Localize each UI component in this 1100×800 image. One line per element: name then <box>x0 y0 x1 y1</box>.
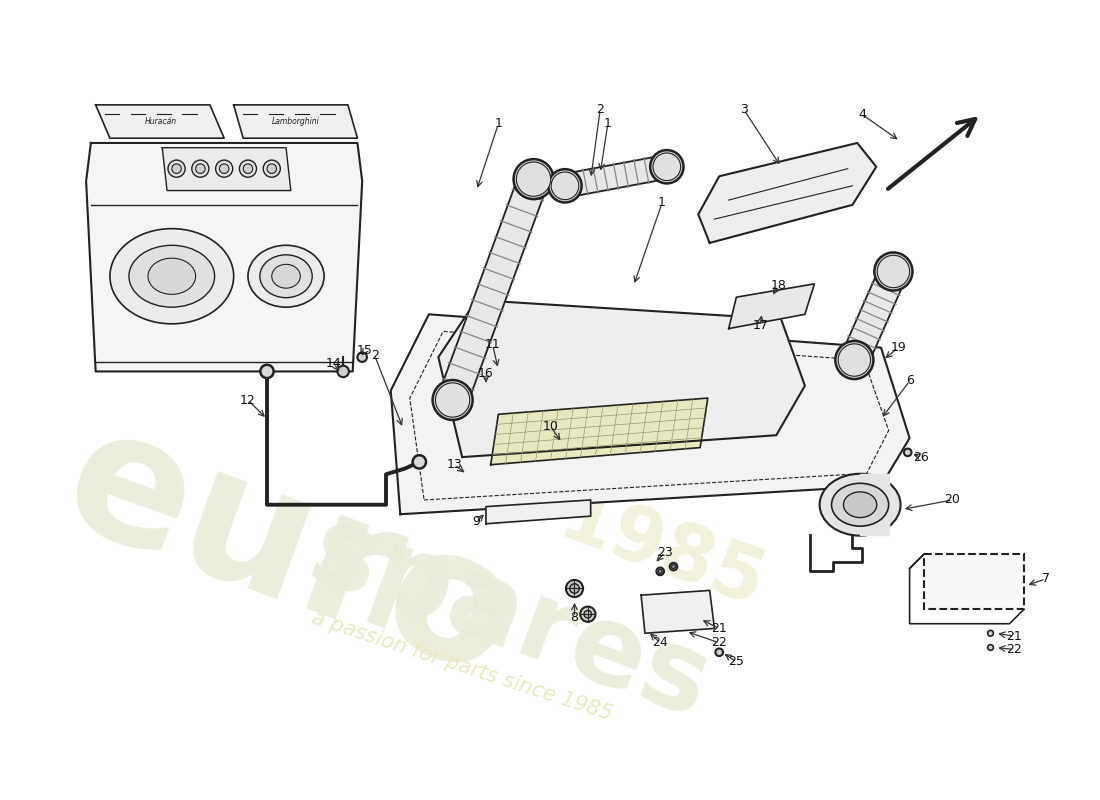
Circle shape <box>653 153 681 181</box>
Text: Huracán: Huracán <box>144 117 176 126</box>
Polygon shape <box>698 143 877 243</box>
Circle shape <box>838 344 870 376</box>
Text: 10: 10 <box>542 420 559 433</box>
Circle shape <box>904 449 912 456</box>
Circle shape <box>219 164 229 174</box>
Text: 11: 11 <box>485 338 501 351</box>
Text: 15: 15 <box>358 344 373 357</box>
Circle shape <box>168 160 185 178</box>
Text: 2: 2 <box>596 103 604 116</box>
Circle shape <box>412 455 426 469</box>
Circle shape <box>516 162 551 196</box>
Circle shape <box>196 164 205 174</box>
Polygon shape <box>491 398 707 465</box>
Text: 1985: 1985 <box>550 481 774 623</box>
Text: 4: 4 <box>858 108 866 121</box>
Circle shape <box>670 562 678 570</box>
FancyBboxPatch shape <box>924 554 1024 610</box>
Text: 18: 18 <box>770 279 786 292</box>
Circle shape <box>243 164 253 174</box>
Circle shape <box>580 606 595 622</box>
Circle shape <box>261 365 274 378</box>
Circle shape <box>514 159 553 199</box>
Circle shape <box>551 172 579 200</box>
Ellipse shape <box>148 258 196 294</box>
Text: 1: 1 <box>604 118 612 130</box>
Circle shape <box>338 366 349 377</box>
Circle shape <box>988 630 993 636</box>
Text: 3: 3 <box>740 103 748 116</box>
Text: 16: 16 <box>478 367 494 380</box>
Ellipse shape <box>260 255 312 298</box>
Text: 21: 21 <box>712 622 727 635</box>
Text: spares: spares <box>296 498 724 741</box>
Text: 2: 2 <box>371 349 378 362</box>
Text: 24: 24 <box>652 636 668 650</box>
Polygon shape <box>96 105 224 138</box>
Circle shape <box>988 645 993 650</box>
Text: euro: euro <box>43 390 539 714</box>
Text: 26: 26 <box>913 450 928 464</box>
Polygon shape <box>390 314 910 514</box>
Ellipse shape <box>832 483 889 526</box>
Polygon shape <box>86 143 362 371</box>
Ellipse shape <box>110 229 233 324</box>
Text: 22: 22 <box>1006 643 1022 656</box>
Circle shape <box>584 610 592 618</box>
Text: 25: 25 <box>728 655 745 668</box>
Text: 1: 1 <box>658 197 666 210</box>
Ellipse shape <box>129 246 214 307</box>
Polygon shape <box>486 500 591 524</box>
Text: a passion for parts since 1985: a passion for parts since 1985 <box>309 608 615 725</box>
Ellipse shape <box>844 492 877 518</box>
Text: 21: 21 <box>1006 630 1022 642</box>
Polygon shape <box>860 474 889 535</box>
Text: 22: 22 <box>712 636 727 650</box>
Text: 12: 12 <box>240 394 256 406</box>
Circle shape <box>263 160 280 178</box>
Circle shape <box>874 253 913 290</box>
Circle shape <box>672 565 675 569</box>
Polygon shape <box>641 590 714 634</box>
Circle shape <box>650 150 683 183</box>
Circle shape <box>548 169 582 202</box>
Text: 7: 7 <box>1042 573 1049 586</box>
Circle shape <box>658 570 662 574</box>
Text: 1: 1 <box>494 118 503 130</box>
Text: 17: 17 <box>752 319 768 332</box>
Polygon shape <box>163 148 290 190</box>
Ellipse shape <box>272 264 300 288</box>
Circle shape <box>657 567 664 575</box>
Polygon shape <box>842 266 906 366</box>
Circle shape <box>877 255 910 288</box>
Text: 14: 14 <box>326 358 341 370</box>
Circle shape <box>216 160 233 178</box>
Circle shape <box>267 164 276 174</box>
Text: 13: 13 <box>447 458 462 471</box>
Polygon shape <box>233 105 358 138</box>
Text: 23: 23 <box>657 546 673 559</box>
Circle shape <box>570 584 580 594</box>
Circle shape <box>565 580 583 597</box>
Circle shape <box>432 380 473 420</box>
Text: 19: 19 <box>890 341 906 354</box>
Polygon shape <box>728 284 814 329</box>
Polygon shape <box>438 174 548 406</box>
Text: Lamborghini: Lamborghini <box>272 117 319 126</box>
Text: 8: 8 <box>571 610 579 623</box>
Circle shape <box>835 341 873 379</box>
Circle shape <box>436 383 470 417</box>
Ellipse shape <box>248 246 324 307</box>
Circle shape <box>240 160 256 178</box>
Circle shape <box>172 164 182 174</box>
Polygon shape <box>439 300 805 457</box>
Circle shape <box>191 160 209 178</box>
Circle shape <box>358 352 367 362</box>
Ellipse shape <box>820 474 901 536</box>
Circle shape <box>715 649 723 656</box>
Text: 20: 20 <box>945 494 960 506</box>
Text: 6: 6 <box>905 374 913 387</box>
Polygon shape <box>563 155 669 198</box>
Text: 9: 9 <box>473 515 481 528</box>
